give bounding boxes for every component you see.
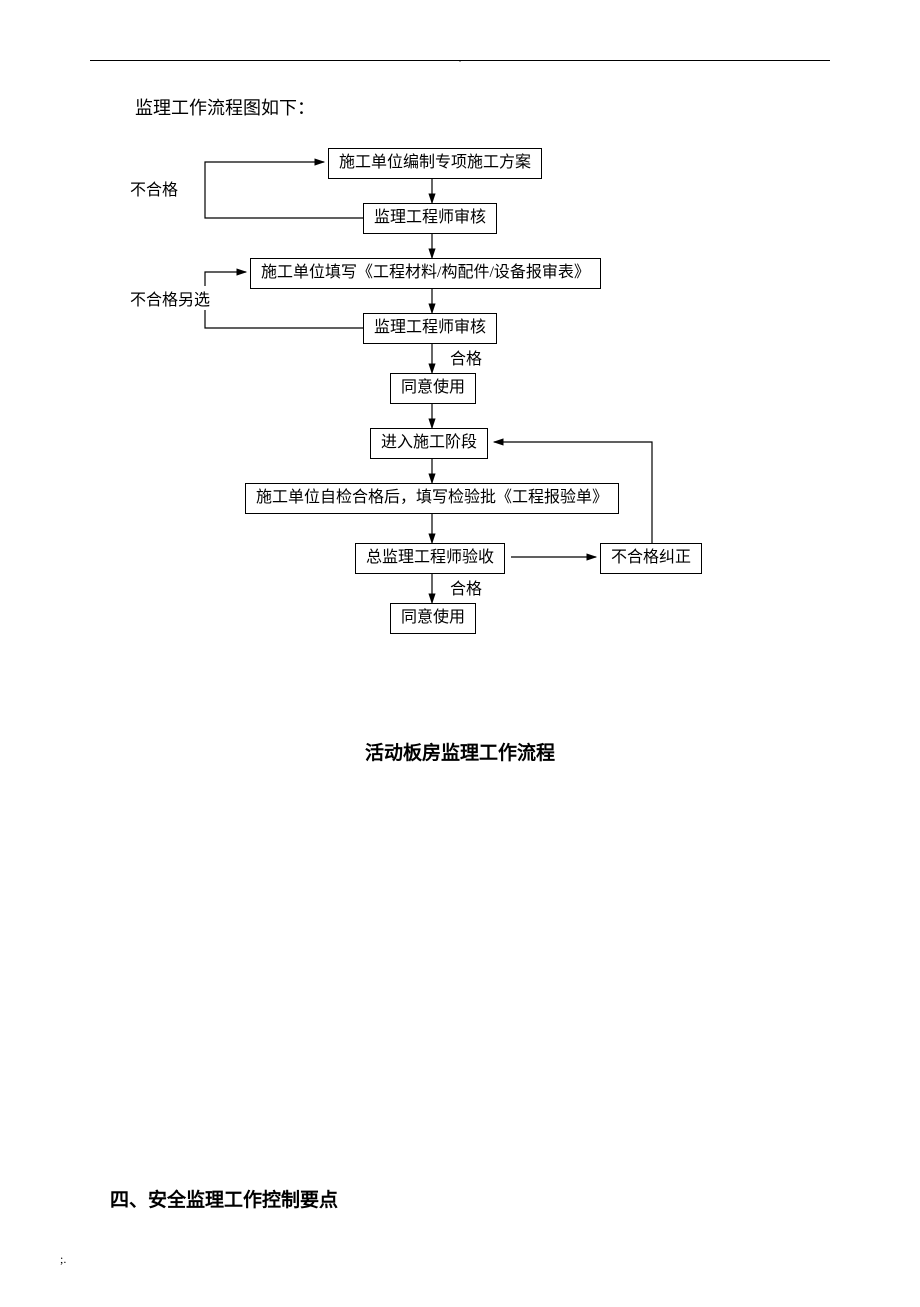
flow-node-review1: 监理工程师审核 [363,203,497,234]
flow-label-pass2: 合格 [450,575,482,599]
flow-node-approve2: 同意使用 [390,603,476,634]
flow-node-review2: 监理工程师审核 [363,313,497,344]
flow-node-acceptance: 总监理工程师验收 [355,543,505,574]
page-footnote: ;. [60,1252,830,1267]
flow-label-fail2: 不合格另选 [130,286,210,310]
section-heading-4: 四、安全监理工作控制要点 [110,1185,830,1212]
flow-node-form: 施工单位填写《工程材料/构配件/设备报审表》 [250,258,601,289]
flow-label-pass1: 合格 [450,345,482,369]
flow-node-construction: 进入施工阶段 [370,428,488,459]
flow-node-plan: 施工单位编制专项施工方案 [328,148,542,179]
top-center-dot: . [90,55,830,64]
intro-text: 监理工作流程图如下： [135,94,830,120]
flowchart-caption: 活动板房监理工作流程 [90,738,830,765]
flowchart: 施工单位编制专项施工方案 监理工程师审核 施工单位填写《工程材料/构配件/设备报… [110,148,810,708]
flow-node-selfcheck: 施工单位自检合格后，填写检验批《工程报验单》 [245,483,619,514]
flow-node-approve1: 同意使用 [390,373,476,404]
document-page: . 监理工作流程图如下： [0,0,920,1307]
flow-node-correct: 不合格纠正 [600,543,702,574]
flow-label-fail1: 不合格 [130,176,178,200]
